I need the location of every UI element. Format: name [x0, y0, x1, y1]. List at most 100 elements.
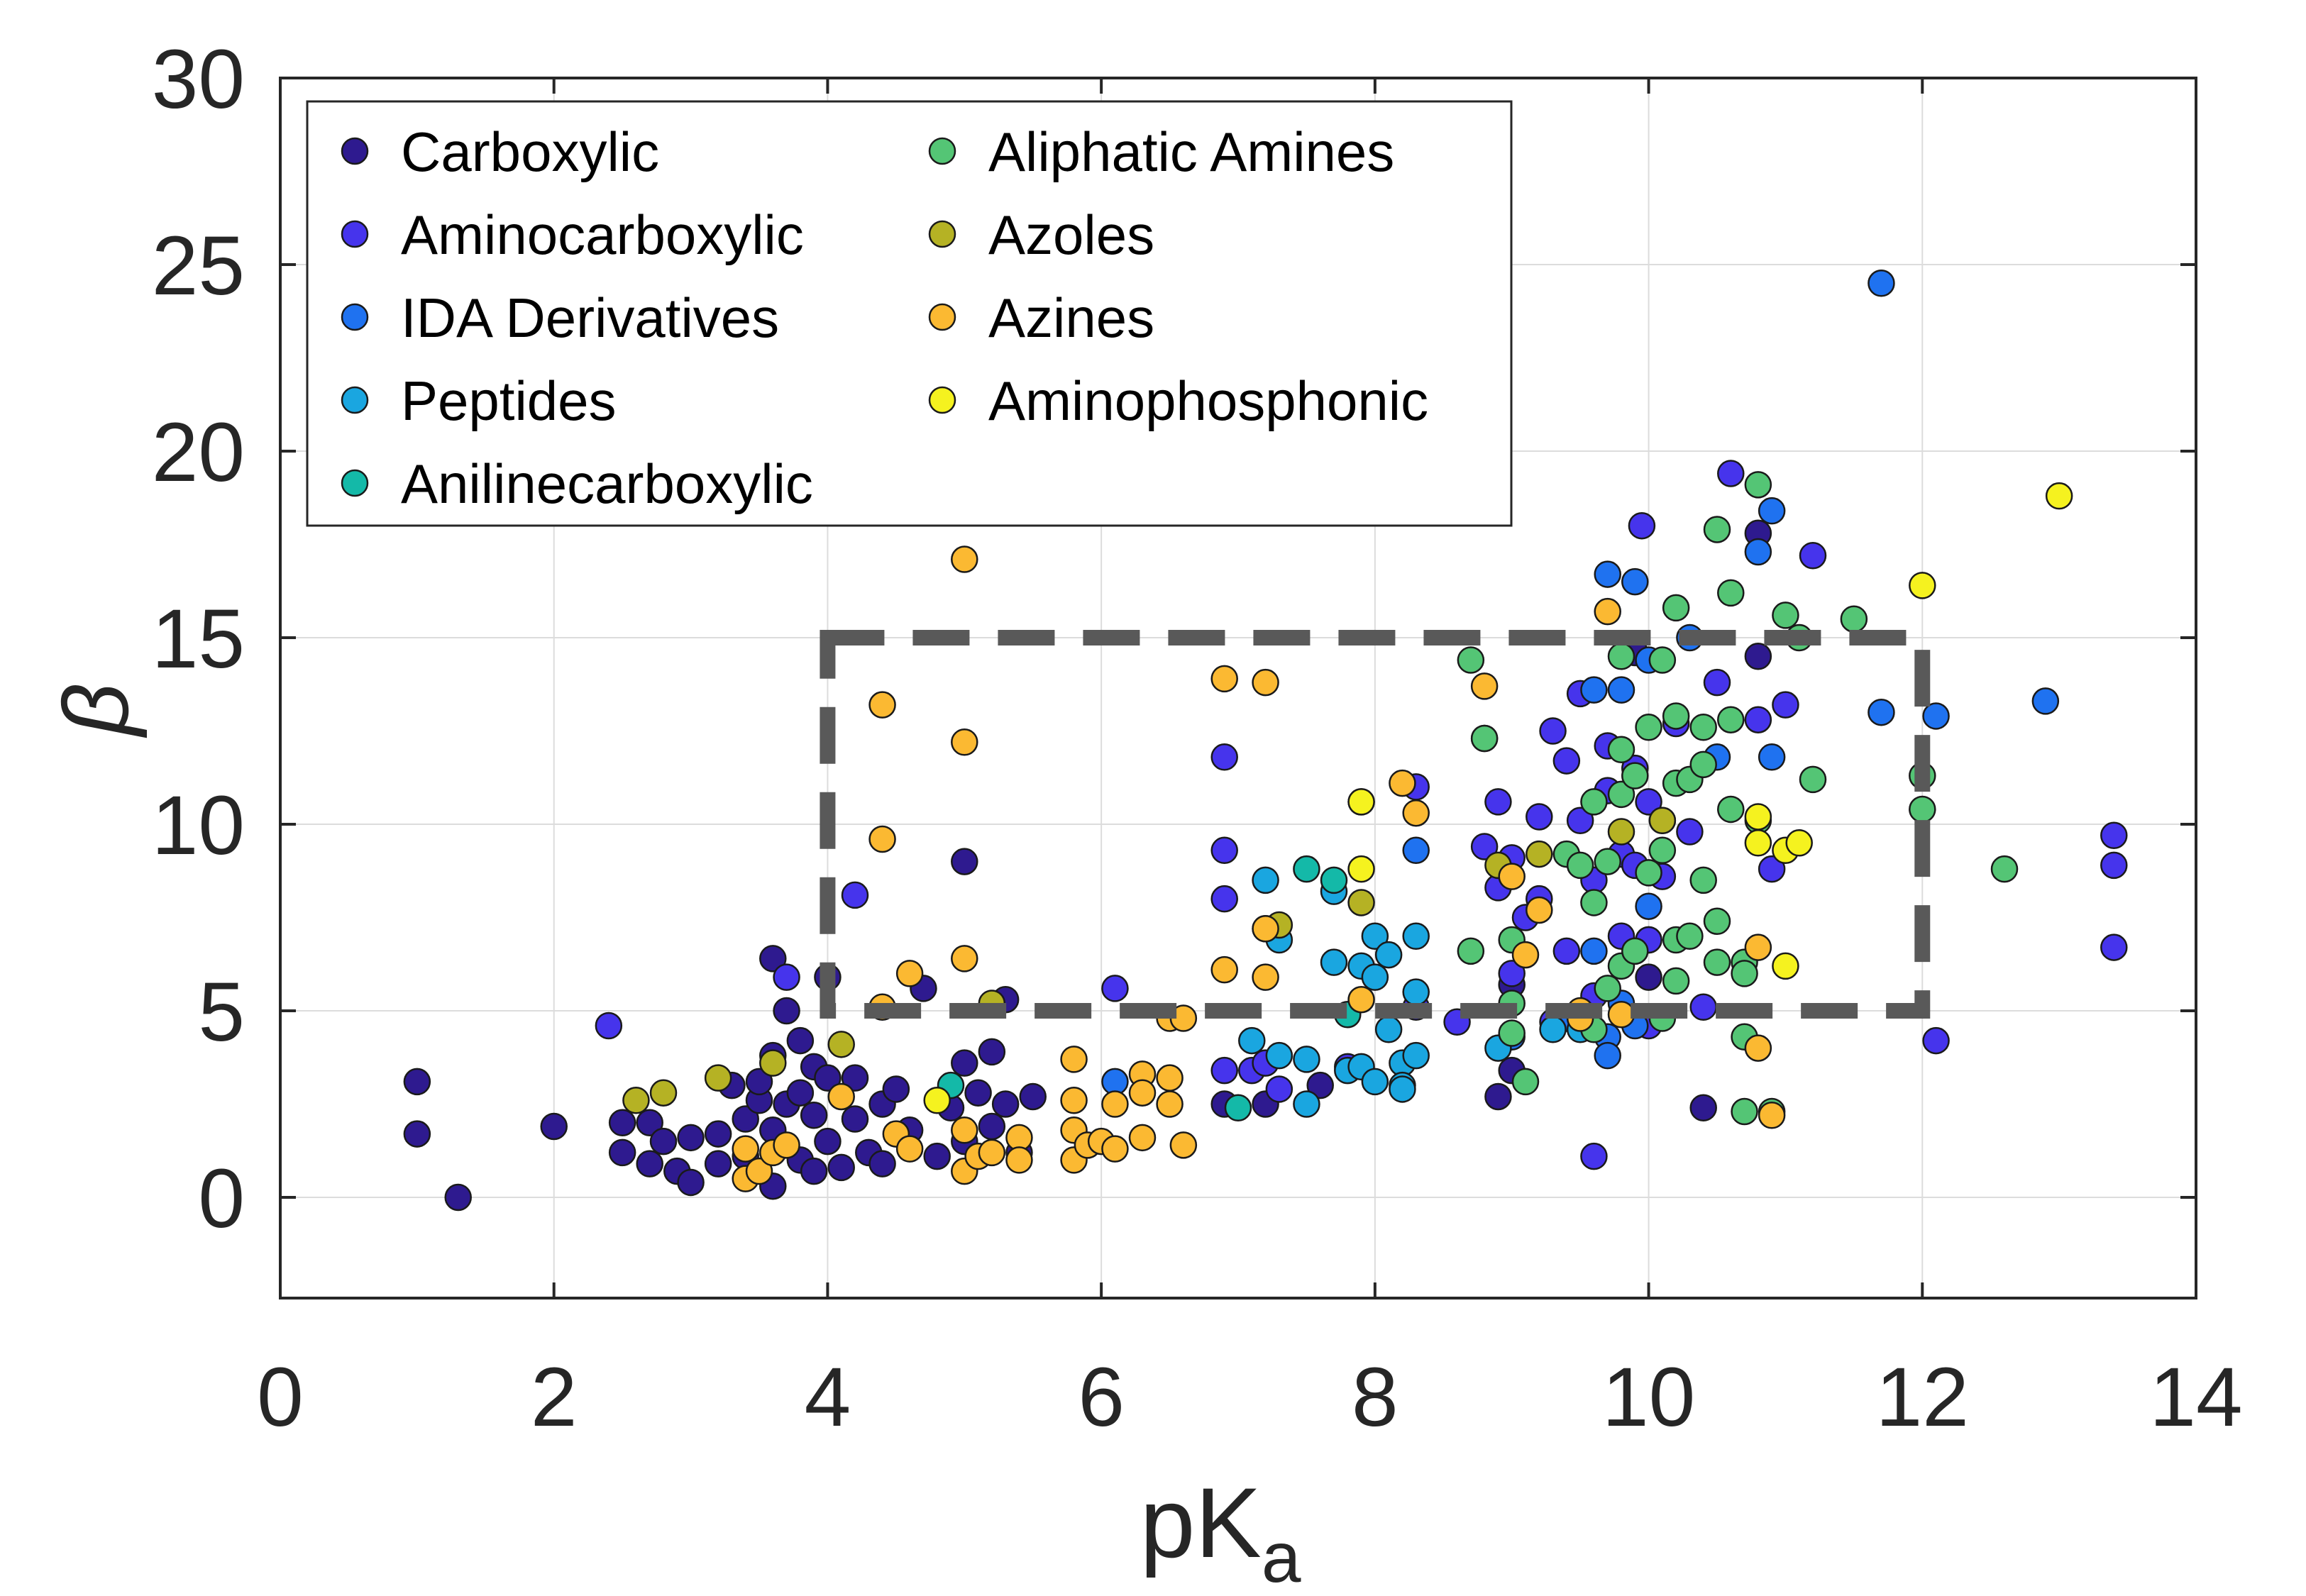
y-tick-label: 20	[152, 406, 245, 499]
data-point	[2100, 851, 2128, 880]
legend-label: Aminophosphonic	[988, 370, 1428, 432]
data-point	[841, 881, 869, 909]
data-point	[1389, 1075, 1416, 1103]
data-point	[951, 945, 978, 972]
data-point	[1210, 836, 1238, 865]
data-point	[951, 1049, 978, 1077]
data-point	[1799, 542, 1827, 570]
data-point	[1306, 1071, 1334, 1099]
data-point	[1621, 762, 1649, 789]
data-point	[403, 1120, 431, 1148]
highlight-box	[820, 629, 1931, 1019]
y-tick-label: 30	[152, 33, 245, 126]
data-point	[951, 728, 978, 756]
x-tick-label: 4	[805, 1351, 851, 1444]
x-tick-label: 14	[2149, 1351, 2242, 1444]
data-point	[2031, 687, 2060, 715]
data-point	[1402, 1041, 1430, 1070]
data-point	[1498, 1019, 1526, 1047]
data-point	[1744, 829, 1772, 857]
data-point	[1689, 713, 1717, 741]
data-point	[814, 1064, 842, 1092]
data-point	[1772, 691, 1799, 719]
data-point	[1347, 889, 1375, 916]
data-point	[827, 1031, 855, 1058]
data-point	[1580, 889, 1608, 916]
data-point	[1374, 941, 1403, 969]
x-tick-label: 6	[1078, 1351, 1125, 1444]
data-point	[1922, 1026, 1950, 1055]
data-point	[2045, 482, 2073, 510]
data-point	[622, 1086, 650, 1114]
data-point	[1758, 497, 1786, 525]
data-point	[608, 1138, 636, 1167]
data-point	[1210, 665, 1238, 693]
data-point	[1772, 952, 1799, 980]
data-point	[1019, 1082, 1047, 1111]
data-point	[1648, 646, 1677, 674]
legend-marker	[928, 386, 956, 414]
data-point	[1703, 516, 1731, 543]
data-point	[1662, 702, 1690, 730]
data-point	[773, 1131, 800, 1159]
data-point	[1374, 1016, 1403, 1043]
data-point	[1320, 866, 1348, 894]
data-point	[1060, 1046, 1088, 1073]
data-point	[1511, 941, 1540, 969]
plot-area-frame	[279, 77, 2197, 1299]
data-point	[1526, 896, 1553, 924]
data-point	[1868, 270, 1895, 297]
data-point	[1361, 922, 1389, 951]
data-point	[1635, 892, 1662, 920]
y-tick-label: 15	[152, 592, 245, 686]
data-point	[1703, 907, 1731, 935]
data-point	[991, 1090, 1020, 1118]
data-point	[964, 1079, 992, 1107]
data-point	[951, 1116, 978, 1144]
data-point	[677, 1124, 705, 1152]
data-point	[1703, 948, 1731, 976]
data-point	[895, 1135, 924, 1163]
data-point	[1252, 915, 1279, 943]
data-point	[1635, 788, 1662, 816]
data-point	[1498, 863, 1526, 890]
data-point	[1293, 1090, 1320, 1118]
data-point	[1457, 937, 1485, 965]
y-tick-label: 0	[198, 1152, 245, 1246]
data-point	[1772, 602, 1799, 629]
data-point	[1744, 471, 1772, 499]
data-point	[1607, 676, 1635, 704]
data-point	[1594, 848, 1621, 875]
data-point	[759, 945, 787, 972]
data-point	[1252, 866, 1279, 894]
y-tick-label: 25	[152, 219, 245, 313]
data-point	[1539, 1016, 1567, 1043]
data-point	[1744, 643, 1772, 670]
data-point	[1744, 803, 1772, 831]
data-point	[732, 1105, 759, 1133]
data-point	[2100, 821, 2128, 850]
data-point	[1526, 803, 1553, 831]
data-point	[1511, 1068, 1540, 1096]
x-tick-label: 12	[1876, 1351, 1969, 1444]
data-point	[1628, 511, 1656, 540]
data-point	[841, 1064, 869, 1092]
data-point	[1594, 560, 1621, 588]
highlight-box-layer	[820, 629, 1931, 1019]
data-point	[1347, 985, 1375, 1014]
data-point	[923, 1142, 951, 1170]
legend-label: IDA Derivatives	[401, 287, 779, 349]
y-axis-title: β	[44, 683, 148, 738]
data-point	[1566, 851, 1594, 880]
x-tick-label: 0	[257, 1351, 304, 1444]
data-point	[1717, 795, 1745, 824]
x-axis-title: pKa	[1140, 1467, 1301, 1596]
legend-label: Azines	[988, 287, 1154, 349]
data-point	[1238, 1026, 1266, 1055]
data-point	[978, 1038, 1006, 1066]
data-point	[1470, 833, 1499, 860]
data-point	[978, 1112, 1006, 1141]
x-tick-label: 10	[1602, 1351, 1695, 1444]
data-point	[1210, 955, 1238, 984]
data-point	[732, 1135, 759, 1163]
